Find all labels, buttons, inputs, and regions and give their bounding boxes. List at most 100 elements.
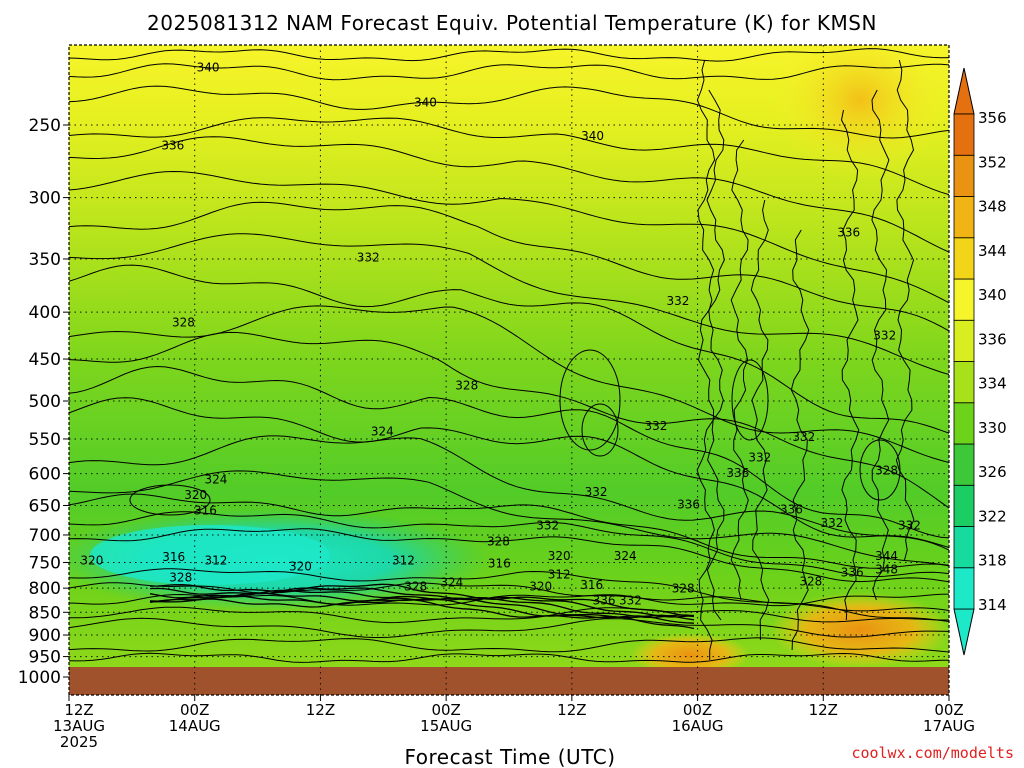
contour-label: 332 — [792, 430, 815, 444]
contour-line — [69, 593, 949, 607]
colorbar-label: 322 — [978, 507, 1007, 525]
contour-line — [149, 587, 695, 618]
contour-label: 328 — [487, 535, 510, 549]
contour-label: 336 — [780, 502, 803, 516]
contour-label: 324 — [440, 576, 463, 590]
contour-label: 332 — [748, 451, 771, 465]
warm-region-top — [770, 45, 949, 180]
y-tick-label: 600 — [29, 465, 61, 485]
colorbar-label: 334 — [978, 375, 1007, 393]
y-tick-label: 500 — [29, 392, 61, 412]
contour-label: 324 — [614, 549, 637, 563]
y-tick-label: 450 — [29, 350, 61, 370]
contour-line — [731, 359, 769, 441]
contour-line — [69, 117, 949, 196]
contour-line — [69, 637, 949, 653]
x-tick-label: 15AUG — [420, 717, 472, 735]
contour-line — [69, 652, 949, 663]
colorbar-segment — [953, 526, 975, 569]
plot-frame — [68, 44, 950, 696]
contour-line — [69, 85, 949, 139]
contour-line — [69, 617, 949, 638]
ground-strip — [69, 667, 949, 695]
contour-line — [69, 201, 949, 332]
colorbar-max-arrow — [953, 67, 975, 115]
contour-line — [840, 109, 860, 621]
x-tick-label: 13AUG — [53, 717, 105, 735]
contour-label: 328 — [799, 574, 822, 588]
contour-line — [69, 264, 949, 434]
contour-line — [69, 331, 949, 509]
y-tick-label: 950 — [29, 648, 61, 668]
x-tick-label: 12Z — [557, 701, 586, 719]
warm-region-lowlevel-2 — [630, 633, 750, 667]
contour-label: 316 — [488, 556, 511, 570]
colorbar-label: 348 — [978, 198, 1007, 216]
x-tick-label: 14AUG — [169, 717, 221, 735]
x-tick-label: 00Z — [683, 701, 712, 719]
contour-label: 328 — [169, 571, 192, 585]
y-tick-label: 300 — [29, 189, 61, 209]
colorbar-segment — [953, 567, 975, 610]
grid — [69, 45, 949, 695]
contour-line — [69, 511, 949, 578]
colorbar-segment — [953, 196, 975, 239]
contour-line — [69, 435, 949, 551]
x-tick-label: 2025 — [60, 733, 98, 751]
contour-line — [69, 63, 949, 81]
contour-label: 320 — [548, 549, 571, 563]
contour-line — [696, 59, 716, 660]
y-axis: 250 300 350 400 450 500 550 600 650 700 750 800 850 9… — [18, 116, 69, 688]
colorbar-segment — [953, 154, 975, 197]
contour-label: 336 — [726, 466, 749, 480]
contour-label: 336 — [677, 497, 700, 511]
colorbar-segment — [953, 484, 975, 527]
chart-title: 2025081312 NAM Forecast Equiv. Potential… — [147, 11, 877, 35]
x-tick-label: 00Z — [180, 701, 209, 719]
contour-label: 332 — [585, 485, 608, 499]
contour-line — [69, 48, 949, 62]
contour-label: 336 — [837, 225, 860, 239]
contour-label: 320 — [80, 553, 103, 567]
contour-label: 328 — [455, 378, 478, 392]
contour-line — [750, 199, 770, 640]
contour-line — [69, 365, 949, 539]
contour-label: 320 — [184, 488, 207, 502]
y-tick-label: 750 — [29, 553, 61, 573]
contour-line — [69, 470, 949, 567]
contour-line — [559, 349, 621, 451]
y-tick-label: 250 — [29, 116, 61, 136]
x-tick-label: 17AUG — [923, 717, 975, 735]
contour-line — [730, 139, 749, 601]
colorbar-label: 318 — [978, 552, 1007, 570]
y-tick-label: 400 — [29, 303, 61, 323]
contour-label: 336 — [593, 594, 616, 608]
y-tick-label: 900 — [29, 626, 61, 646]
y-tick-label: 650 — [29, 496, 61, 516]
x-tick-label: 12Z — [809, 701, 838, 719]
colorbar-segment — [953, 278, 975, 321]
colorbar-label: 336 — [978, 330, 1007, 348]
contour-line — [581, 403, 619, 457]
y-tick-label: 700 — [29, 526, 61, 546]
y-tick-label: 1000 — [18, 668, 61, 688]
contour-label: 332 — [821, 516, 844, 530]
contour-line — [69, 397, 949, 548]
contour-label: 328 — [172, 316, 195, 330]
contour-label: 312 — [392, 553, 415, 567]
contour-label: 312 — [205, 553, 228, 567]
contour-lines — [69, 48, 949, 663]
x-axis-title: Forecast Time (UTC) — [404, 745, 615, 768]
contour-label: 332 — [619, 594, 642, 608]
contour-label: 332 — [536, 518, 559, 532]
contour-label: 320 — [529, 579, 552, 593]
contour-label: 328 — [404, 579, 427, 593]
contour-line — [149, 592, 695, 621]
contour-line — [129, 484, 211, 516]
credit-label: coolwx.com/modelts — [851, 744, 1014, 762]
contour-label: 316 — [580, 578, 603, 592]
contour-label: 340 — [414, 95, 437, 109]
x-tick-label: 00Z — [431, 701, 460, 719]
